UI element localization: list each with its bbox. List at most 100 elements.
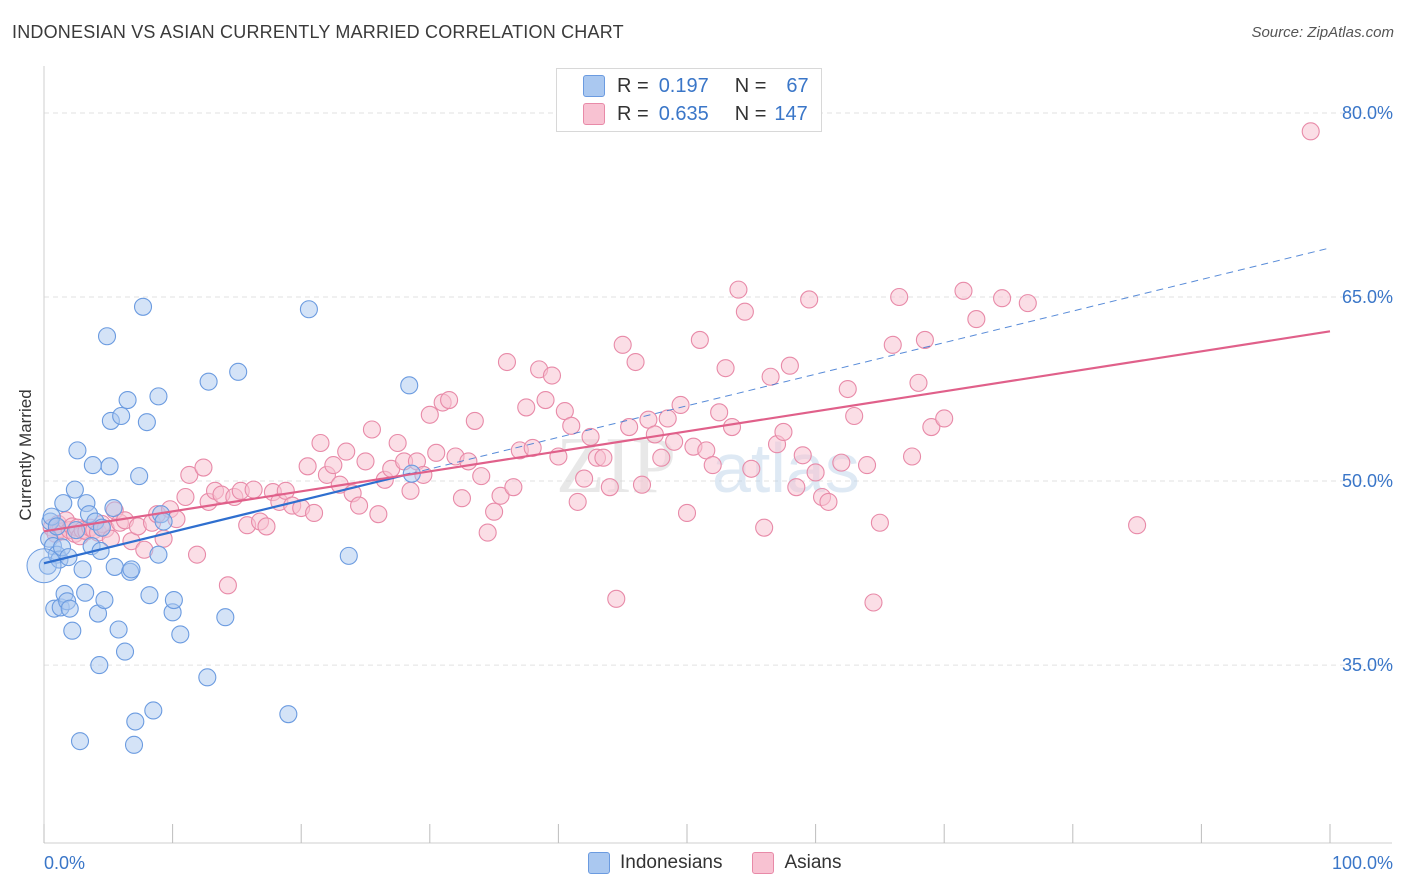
asian-point xyxy=(787,478,806,497)
asian-point xyxy=(491,486,510,505)
asian-point xyxy=(761,367,780,386)
indonesian-point xyxy=(83,456,102,475)
indonesian-point xyxy=(118,391,137,410)
asian-point xyxy=(244,480,263,499)
indonesian-trend-line xyxy=(43,472,411,565)
asian-point xyxy=(832,453,851,472)
asian-point xyxy=(350,496,369,515)
asian-point xyxy=(632,475,652,494)
legend-label-indonesians: Indonesians xyxy=(620,852,723,873)
indonesian-point xyxy=(126,712,145,731)
indonesian-point xyxy=(171,625,190,644)
asian-point xyxy=(838,379,857,399)
indonesian-point xyxy=(133,297,153,316)
asian-point xyxy=(176,487,195,507)
asian-point xyxy=(620,418,639,437)
asian-point xyxy=(890,287,909,307)
legend-item-asians[interactable]: Asians xyxy=(752,852,842,874)
asian-point xyxy=(800,290,819,309)
asian-point xyxy=(600,478,619,497)
asian-point xyxy=(806,463,825,482)
indonesian-point xyxy=(104,498,123,518)
asian-point xyxy=(793,446,812,465)
asian-point xyxy=(568,492,587,511)
x-tick-label: 0.0% xyxy=(44,853,85,873)
asian-point xyxy=(356,452,375,471)
asian-point xyxy=(626,352,645,372)
asian-point xyxy=(658,409,677,428)
legend-swatch-asians xyxy=(752,852,775,874)
asian-trend-line xyxy=(43,330,1331,533)
asian-point xyxy=(452,489,472,508)
legend-r-label: R = xyxy=(617,74,649,97)
indonesian-point xyxy=(144,701,163,720)
asian-point xyxy=(401,481,420,500)
indonesian-point xyxy=(60,599,79,618)
asian-point xyxy=(1301,122,1320,141)
asian-point xyxy=(517,398,536,417)
legend-swatch-indonesians xyxy=(583,75,605,97)
indonesian-point xyxy=(47,517,66,536)
legend-item-indonesians[interactable]: Indonesians xyxy=(588,852,722,874)
asian-point xyxy=(1128,516,1147,535)
asian-point xyxy=(388,433,407,453)
indonesian-point xyxy=(149,545,168,564)
asian-point xyxy=(819,492,838,511)
indonesian-point xyxy=(97,327,117,346)
asian-point xyxy=(742,459,761,478)
indonesian-point xyxy=(122,560,141,579)
indonesian-point xyxy=(90,656,109,675)
indonesian-point xyxy=(199,372,218,391)
legend-label-asians: Asians xyxy=(784,852,842,873)
series-legend: Indonesians Asians xyxy=(588,852,872,874)
legend-row-indonesians: R = 0.197 N = 67 xyxy=(583,73,809,99)
asian-point xyxy=(187,545,207,564)
indonesian-points xyxy=(26,297,421,754)
indonesian-trend-extension xyxy=(410,247,1331,475)
asian-point xyxy=(311,433,330,453)
legend-n-value: 67 xyxy=(786,74,809,97)
indonesian-point xyxy=(100,457,119,476)
asian-point xyxy=(735,302,754,321)
asian-point xyxy=(324,456,343,475)
indonesian-point xyxy=(63,621,82,640)
asian-point xyxy=(607,589,626,608)
asian-point xyxy=(755,518,774,537)
indonesian-point xyxy=(105,557,124,576)
asian-point xyxy=(194,458,213,477)
asian-point xyxy=(864,593,883,612)
tick-labels: 35.0% 50.0% 65.0% 80.0% 0.0% 100.0% xyxy=(44,103,1393,873)
indonesian-point xyxy=(112,406,131,426)
asian-point xyxy=(954,281,973,300)
asian-point xyxy=(870,513,889,532)
asian-point xyxy=(967,310,986,329)
asian-point xyxy=(562,416,581,435)
asian-point xyxy=(780,356,799,375)
asian-point xyxy=(536,391,555,410)
asian-point xyxy=(883,335,902,354)
indonesian-point xyxy=(124,735,144,754)
indonesian-point xyxy=(95,591,114,610)
asian-point xyxy=(690,330,709,349)
asian-point xyxy=(575,469,594,488)
asian-point xyxy=(369,505,388,524)
indonesian-point xyxy=(198,668,217,687)
indonesian-point xyxy=(76,583,95,602)
asian-point xyxy=(613,335,632,354)
indonesian-point xyxy=(149,387,168,406)
asian-point xyxy=(915,330,934,349)
asian-point xyxy=(716,359,735,378)
asian-point xyxy=(902,447,922,466)
indonesian-point xyxy=(216,608,235,627)
indonesian-cluster-point xyxy=(26,548,62,584)
legend-n-label: N = xyxy=(734,102,767,125)
legend-n-label: N = xyxy=(734,74,767,97)
asian-point xyxy=(729,280,748,299)
indonesian-point xyxy=(140,586,159,605)
asian-point xyxy=(774,422,793,442)
asian-point xyxy=(298,457,317,476)
legend-row-asians: R = 0.635 N = 147 xyxy=(583,101,808,127)
y-tick-label: 65.0% xyxy=(1342,287,1393,307)
y-tick-label: 80.0% xyxy=(1342,103,1393,123)
